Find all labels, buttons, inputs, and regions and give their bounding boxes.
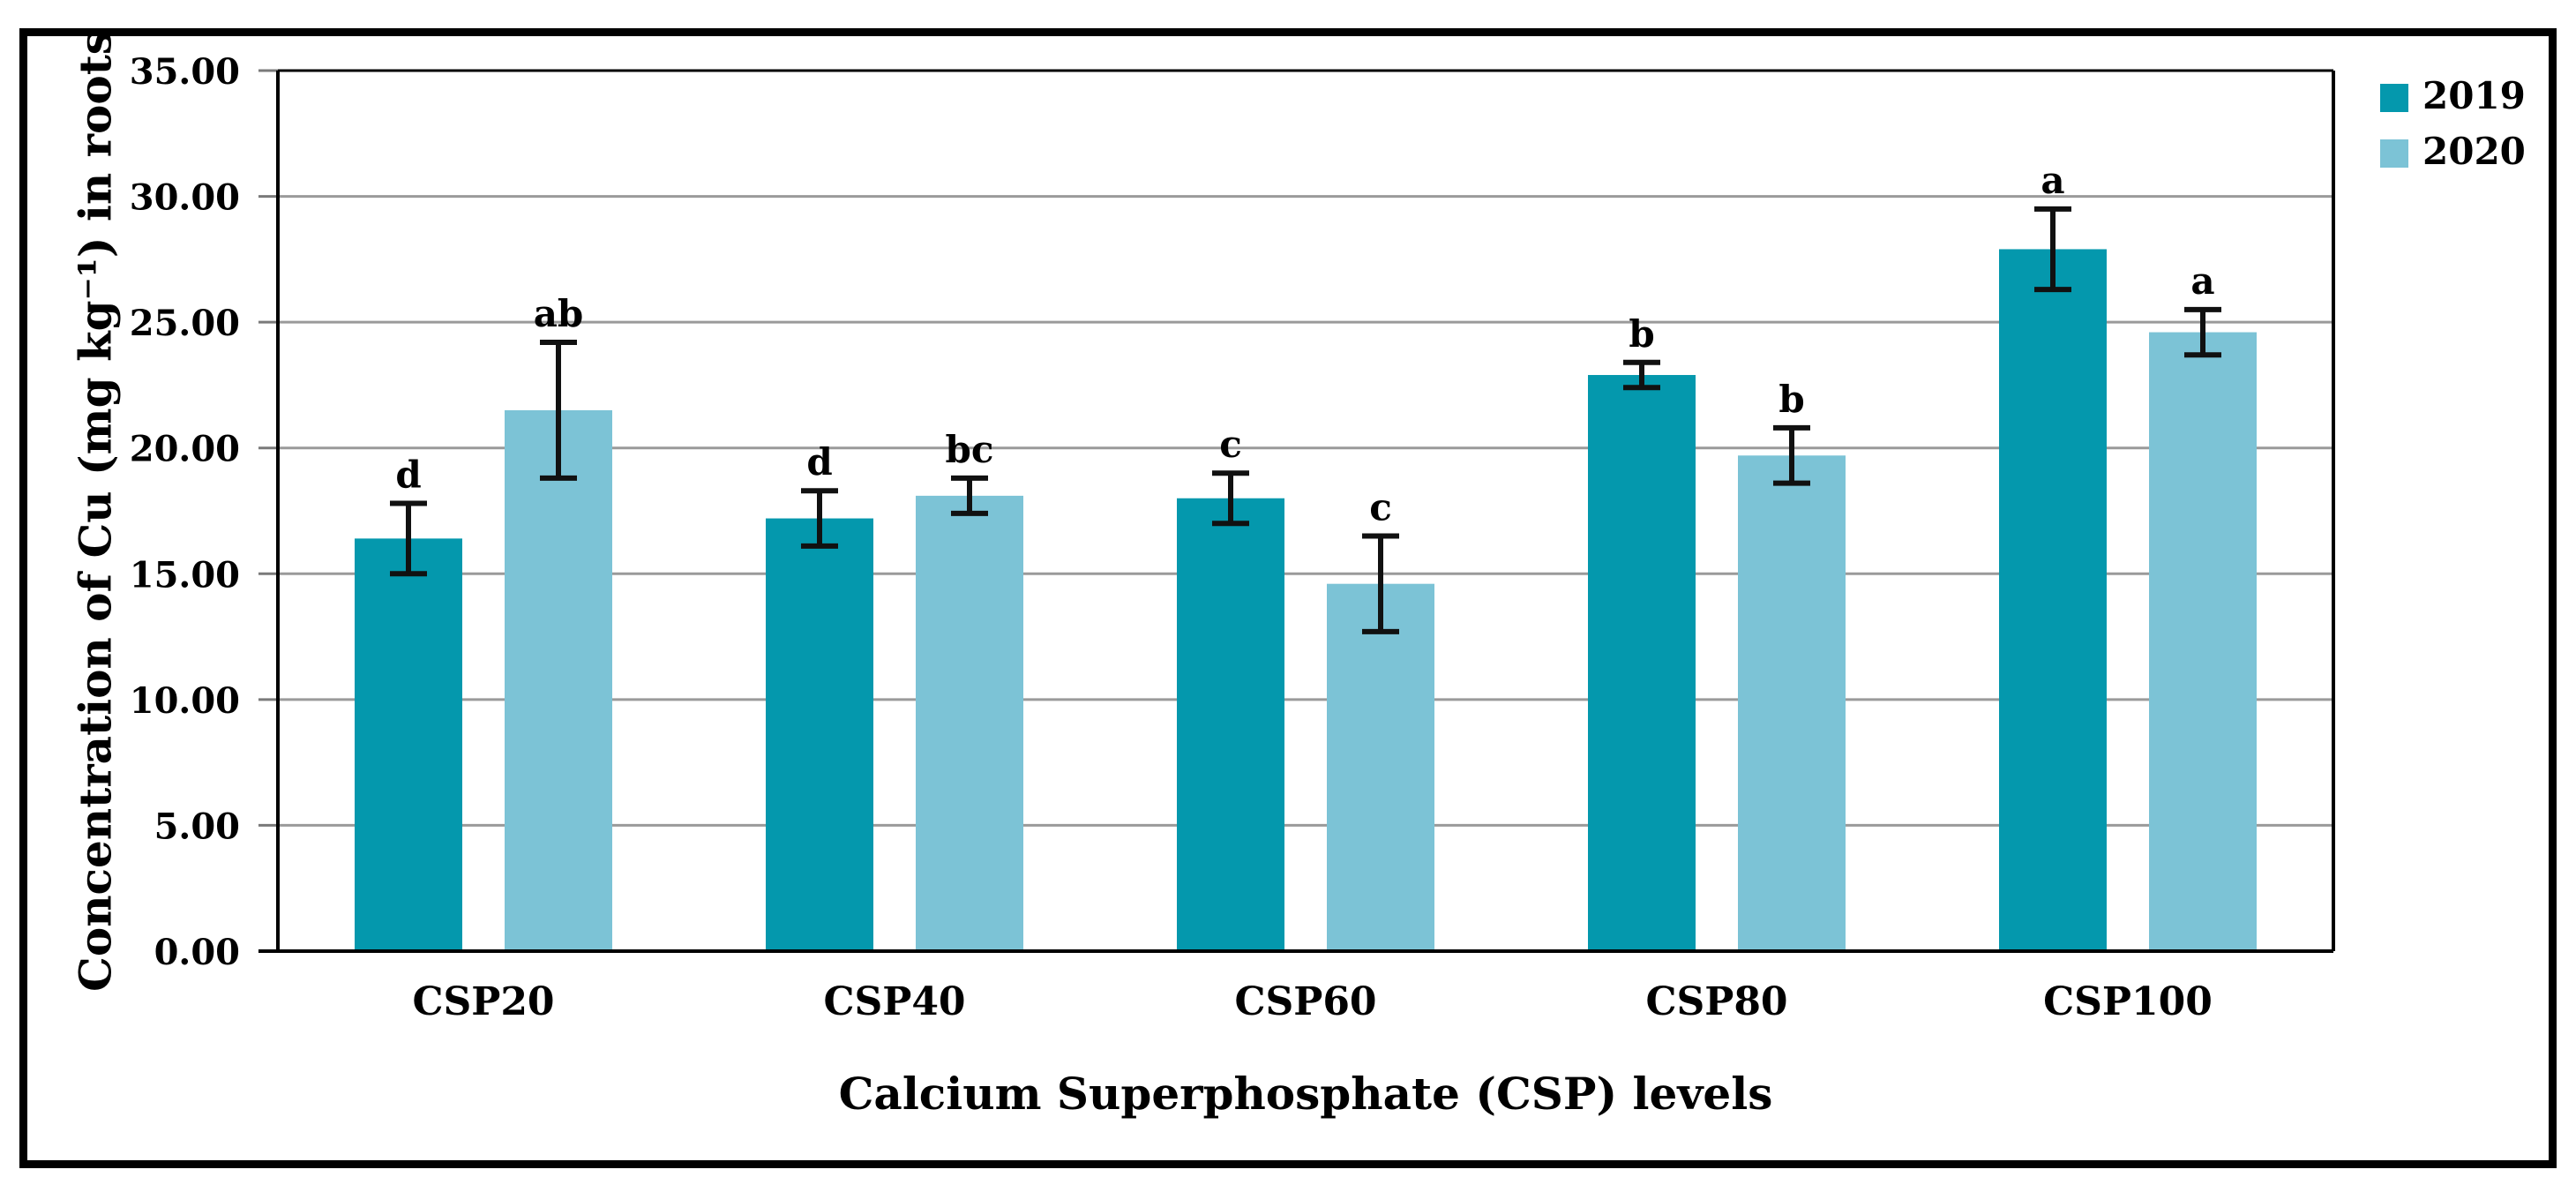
bar-2020-CSP20 [505, 409, 612, 951]
bar-2019-CSP20 [355, 538, 462, 951]
bar-2019-CSP100 [1999, 249, 2107, 951]
bar-2019-CSP40 [766, 518, 873, 951]
significance-letter: bc [946, 428, 994, 471]
x-category-label: CSP20 [412, 979, 554, 1024]
bar-2020-CSP80 [1738, 455, 1846, 951]
bar-2020-CSP100 [2149, 332, 2257, 951]
y-tick-label: 30.00 [130, 177, 240, 219]
bar-2020-CSP60 [1327, 583, 1434, 951]
y-tick-label: 15.00 [130, 554, 240, 596]
significance-letter: b [1778, 378, 1804, 421]
significance-letter: a [2041, 159, 2064, 202]
y-tick-label: 10.00 [130, 680, 240, 722]
x-axis-title: Calcium Superphosphate (CSP) levels [838, 1068, 1773, 1120]
y-axis-title: Concentration of Cu (mg kg⁻¹) in roots [69, 30, 122, 992]
bar-2020-CSP40 [916, 495, 1023, 951]
legend-swatch-2020 [2380, 139, 2408, 168]
y-tick-label: 20.00 [130, 429, 240, 470]
significance-letter: c [1219, 423, 1242, 466]
significance-letter: ab [534, 292, 584, 335]
significance-letter: a [2190, 259, 2214, 303]
x-category-label: CSP80 [1645, 979, 1787, 1024]
figure-border [19, 28, 2557, 1168]
x-category-label: CSP40 [823, 979, 965, 1024]
x-category-label: CSP60 [1234, 979, 1376, 1024]
legend-label-2019: 2019 [2422, 74, 2526, 117]
y-tick-label: 25.00 [130, 303, 240, 344]
y-tick-label: 0.00 [154, 932, 240, 973]
y-tick-label: 5.00 [154, 806, 240, 847]
significance-letter: d [806, 440, 832, 484]
x-category-label: CSP100 [2043, 979, 2213, 1024]
significance-letter: b [1629, 312, 1654, 356]
legend-swatch-2019 [2380, 84, 2408, 112]
significance-letter: d [395, 453, 421, 496]
y-tick-label: 35.00 [130, 51, 240, 93]
significance-letter: c [1369, 486, 1392, 529]
legend-label-2020: 2020 [2422, 130, 2526, 173]
bar-2019-CSP60 [1177, 498, 1284, 951]
bar-2019-CSP80 [1588, 375, 1696, 952]
